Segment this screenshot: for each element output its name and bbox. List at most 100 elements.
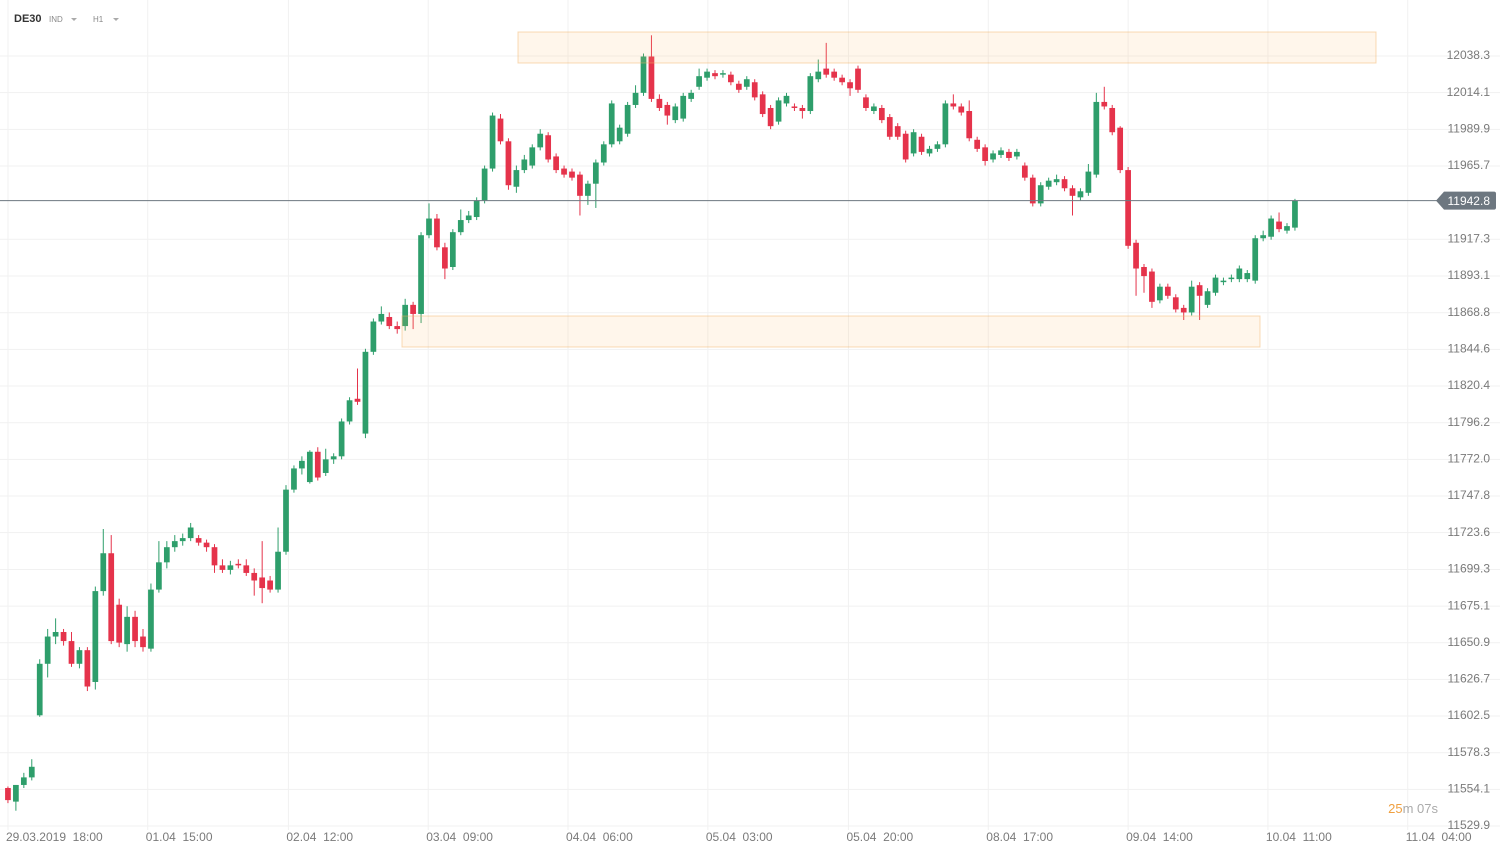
y-tick-label: 11554.1: [1448, 782, 1491, 796]
candle-body: [402, 304, 409, 327]
interval[interactable]: H1: [93, 15, 104, 24]
candle-body: [140, 636, 146, 648]
candle-body: [672, 106, 679, 121]
candle-body: [751, 82, 758, 98]
candle-body: [902, 133, 909, 160]
candle-body: [640, 56, 647, 93]
last-price-tag: [1436, 191, 1496, 210]
candle-body: [521, 159, 528, 171]
candle-body: [767, 107, 774, 127]
candle-body: [553, 156, 559, 171]
candle-body: [426, 218, 432, 236]
candle-body: [783, 95, 790, 104]
candle-body: [664, 104, 671, 116]
candle-body: [449, 232, 456, 268]
candle-body: [910, 132, 917, 154]
candle-body: [171, 541, 178, 548]
candle-body: [1180, 307, 1187, 313]
candle-body: [1276, 221, 1282, 230]
candle-body: [529, 147, 536, 166]
candle-body: [132, 616, 138, 642]
candle-body: [863, 97, 869, 108]
candle-body: [712, 73, 718, 77]
candle-body: [20, 777, 27, 785]
candle-body: [346, 400, 353, 422]
candle-body: [283, 489, 289, 552]
interval-dropdown[interactable]: [113, 18, 119, 21]
candle-body: [966, 111, 973, 139]
y-tick-label: 11868.8: [1448, 305, 1491, 319]
candle-body: [76, 650, 83, 664]
candle-body: [330, 456, 337, 460]
candle-body: [354, 398, 361, 402]
y-tick-label: 11723.6: [1448, 525, 1491, 539]
candle-body: [855, 68, 861, 90]
candle-body: [314, 451, 321, 478]
candle-body: [616, 127, 623, 142]
x-tick-label: 04.04 06:00: [566, 830, 633, 844]
support-zone: [401, 315, 1261, 348]
candle-body: [116, 604, 123, 643]
candle-body: [886, 117, 893, 137]
candle-body: [36, 663, 43, 716]
candle-body: [823, 68, 830, 75]
y-tick-label: 11578.3: [1448, 745, 1491, 759]
candle-body: [1109, 107, 1116, 133]
candle-body: [934, 144, 941, 149]
candle-body: [1037, 185, 1044, 204]
candle-body: [958, 106, 965, 113]
candle-body: [799, 107, 806, 112]
candle-body: [648, 56, 655, 99]
x-tick-label: 10.04 11:00: [1266, 830, 1332, 844]
candle-body: [1093, 101, 1100, 175]
candle-body: [696, 76, 702, 87]
y-tick-label: 12038.3: [1447, 48, 1491, 62]
candle-body: [1117, 127, 1124, 171]
candle-body: [632, 92, 639, 105]
candle-body: [211, 547, 218, 566]
candle-body: [831, 71, 838, 78]
x-tick-label: 05.04 03:00: [706, 830, 773, 844]
candle-body: [1172, 297, 1179, 310]
market[interactable]: IND: [49, 15, 63, 24]
candle-body: [990, 153, 996, 160]
candles: [5, 35, 1298, 811]
y-tick-label: 11989.9: [1448, 122, 1491, 136]
candle-body: [982, 147, 988, 161]
candle-body: [1006, 151, 1012, 158]
candle-body: [203, 542, 210, 548]
candle-body: [1045, 180, 1052, 187]
candle-body: [1029, 177, 1036, 204]
symbol[interactable]: DE30: [14, 13, 42, 25]
candle-body: [1164, 286, 1171, 296]
timer: 25m 07s: [1388, 801, 1438, 816]
candle-body: [998, 150, 1004, 155]
candle-body: [704, 71, 710, 78]
candle-body: [815, 71, 822, 80]
candle-body: [759, 94, 766, 115]
candle-body: [322, 459, 329, 473]
candle-body: [894, 126, 901, 137]
candle-body: [537, 133, 544, 148]
candle-body: [1133, 242, 1139, 269]
x-tick-label: 01.04 15:00: [146, 830, 213, 844]
market-dropdown[interactable]: [71, 18, 77, 21]
candle-body: [378, 313, 385, 322]
candle-body: [465, 215, 472, 221]
candle-body: [1244, 273, 1251, 280]
candle-body: [513, 170, 520, 187]
candle-body: [728, 74, 734, 83]
candle-body: [44, 636, 51, 664]
candle-body: [481, 168, 488, 201]
candle-body: [1149, 271, 1155, 302]
candle-body: [267, 580, 273, 590]
y-tick-label: 11796.2: [1448, 415, 1491, 429]
y-tick-label: 11844.6: [1448, 342, 1491, 356]
candle-body: [720, 73, 726, 75]
candle-body: [13, 784, 19, 802]
candle-body: [195, 538, 202, 543]
candle-body: [974, 139, 981, 149]
y-tick-label: 11893.1: [1448, 268, 1491, 282]
candle-body: [847, 82, 853, 89]
